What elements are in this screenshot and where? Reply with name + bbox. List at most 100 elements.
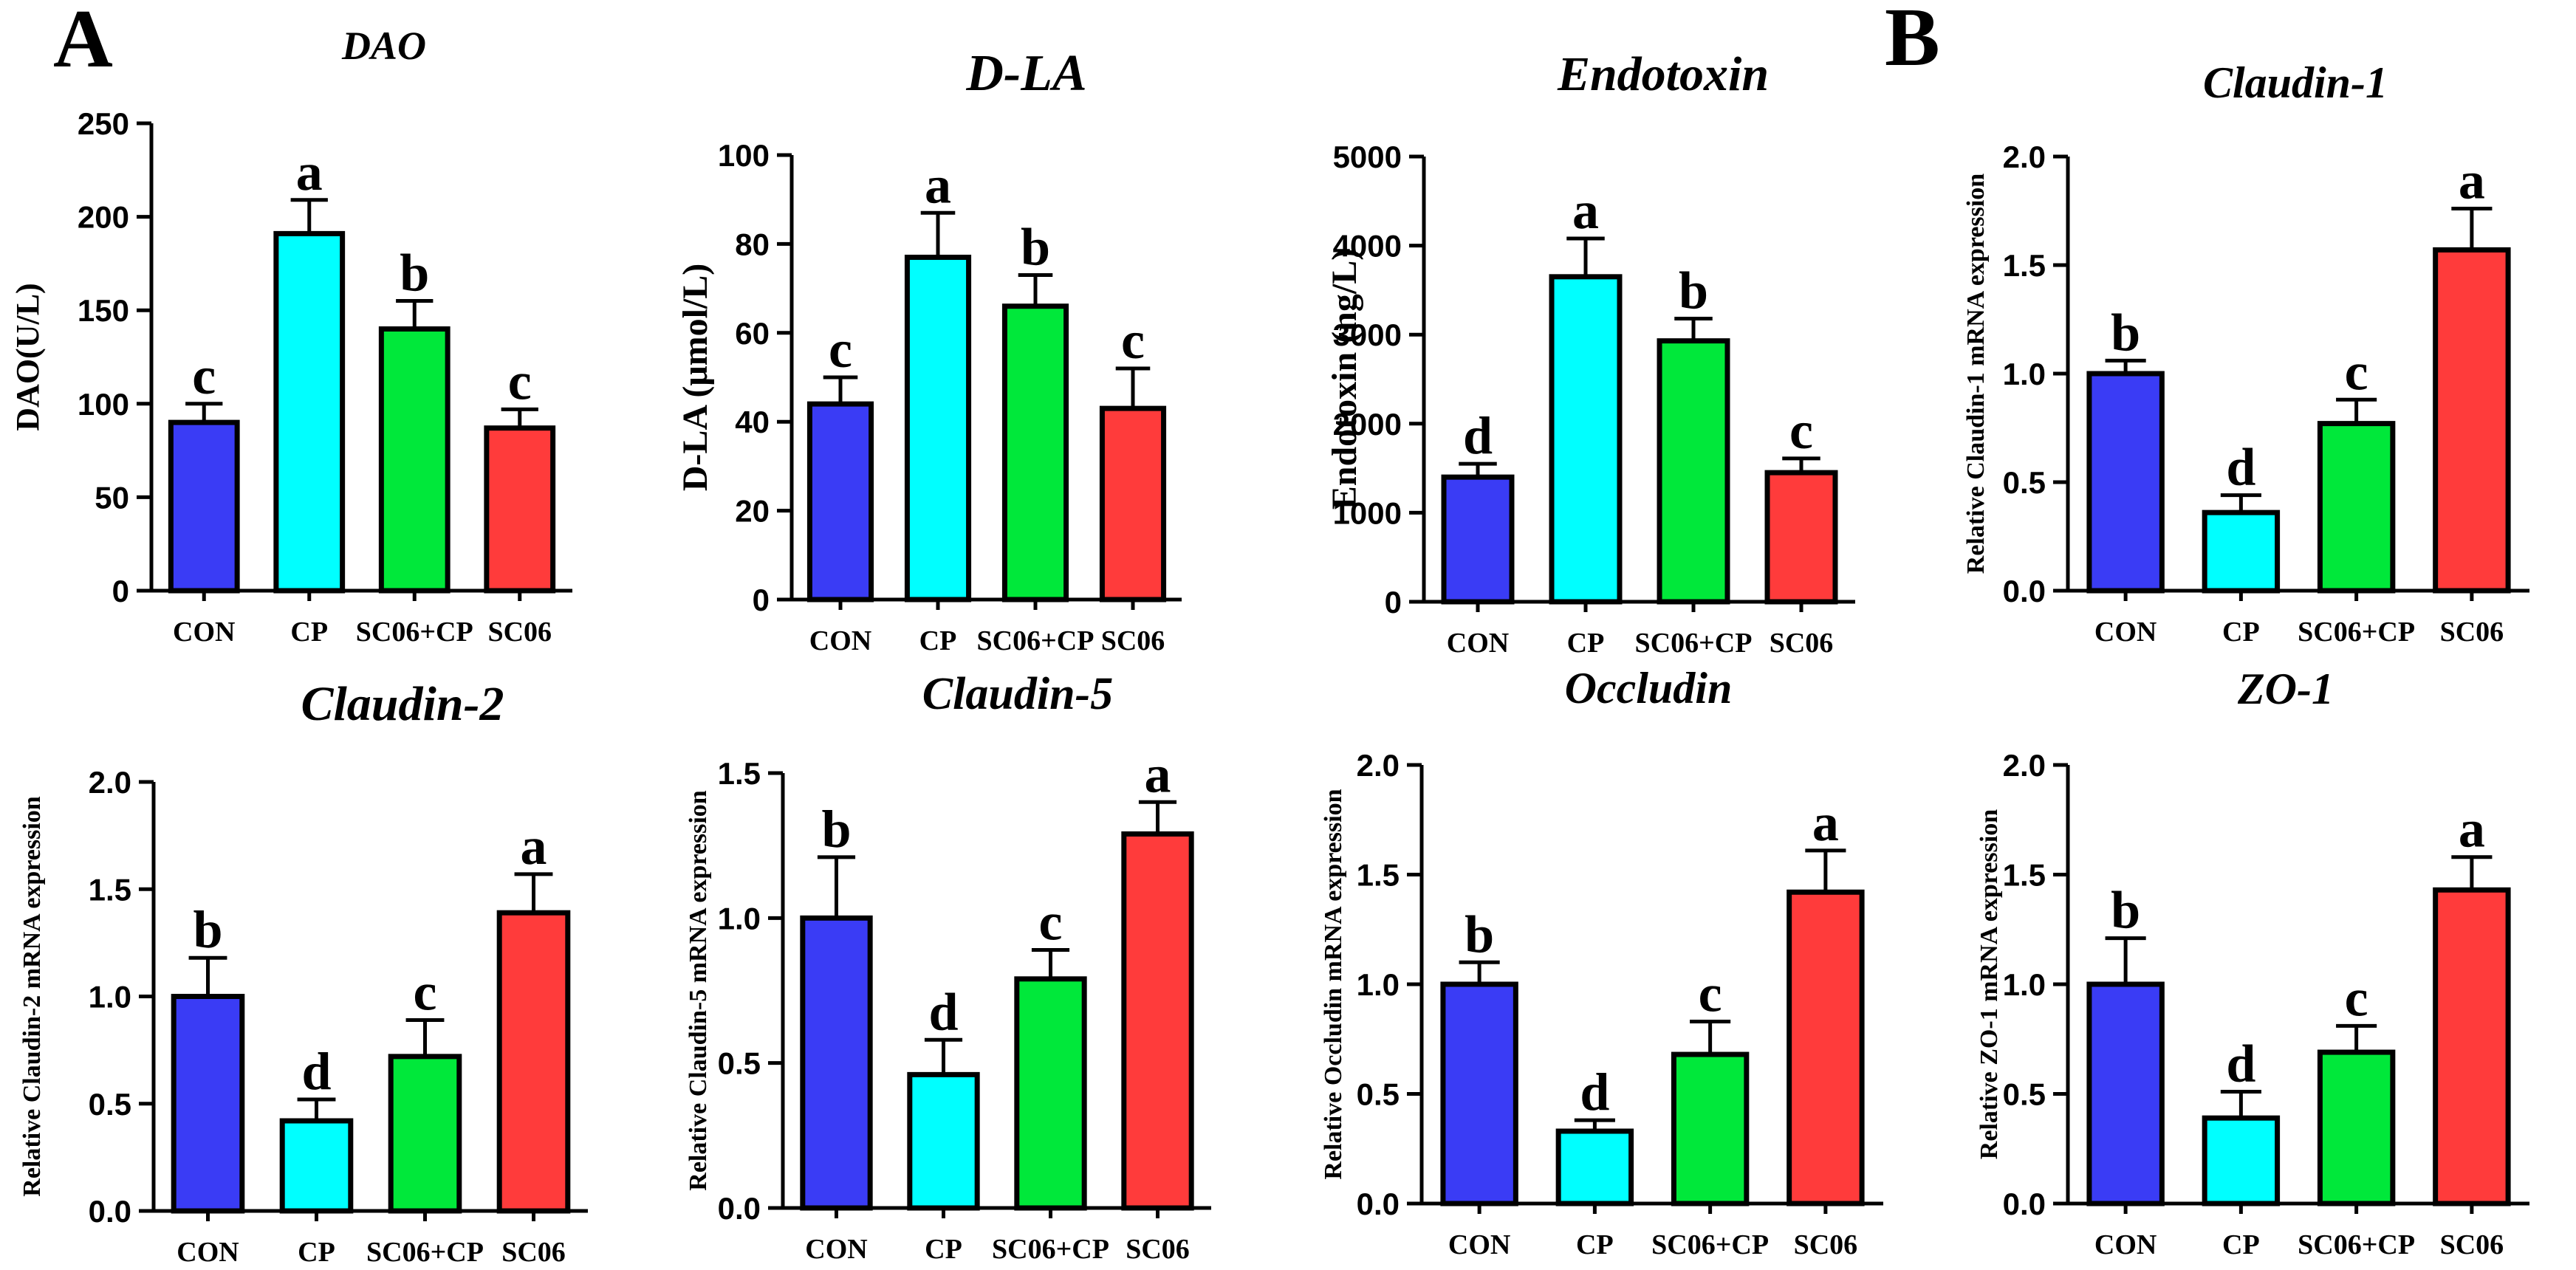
bar-sc06 bbox=[484, 425, 556, 594]
y-axis-label: Relative Claudin-2 mRNA expression bbox=[18, 796, 46, 1197]
y-tick-label: 1.0 bbox=[89, 980, 131, 1015]
y-tick-label: 3000 bbox=[1333, 318, 1402, 352]
significance-letter: a bbox=[296, 143, 323, 202]
bar-sc06 bbox=[1099, 405, 1167, 603]
bar-sc06-cp bbox=[1657, 338, 1730, 605]
y-tick-label: 0 bbox=[753, 583, 770, 617]
y-axis-label: DAO(U/L) bbox=[10, 283, 46, 430]
bar-cp bbox=[2202, 1115, 2281, 1206]
bar-sc06 bbox=[1787, 889, 1865, 1206]
significance-letter: a bbox=[2459, 151, 2485, 210]
x-tick-label: CON bbox=[805, 1234, 867, 1265]
y-tick-label: 0.0 bbox=[2003, 1187, 2046, 1221]
x-tick-label: CP bbox=[919, 625, 957, 656]
y-tick-label: 2.0 bbox=[89, 765, 131, 800]
y-tick-label: 50 bbox=[95, 480, 129, 515]
bar-con bbox=[2086, 981, 2165, 1206]
y-tick-label: 1.5 bbox=[2003, 248, 2046, 283]
bar-sc06-cp bbox=[1001, 303, 1069, 603]
x-tick-label: SC06+CP bbox=[356, 617, 473, 648]
panel-label-a: A bbox=[53, 0, 113, 85]
chart-title: Claudin-1 bbox=[2203, 58, 2388, 107]
x-tick-label: CP bbox=[298, 1237, 335, 1268]
y-axis-label: Relative Claudin-5 mRNA expression bbox=[685, 790, 712, 1191]
y-tick-label: 150 bbox=[78, 293, 129, 328]
y-tick-label: 0.5 bbox=[2003, 1077, 2046, 1112]
chart-endotoxin: Endotoxin Endotoxin (ng/L) d CON a CP b SC06+CP… bbox=[1325, 47, 1855, 659]
bar-sc06-cp bbox=[2317, 421, 2396, 594]
x-tick-label: SC06+CP bbox=[1635, 628, 1753, 659]
bar-con bbox=[800, 915, 873, 1211]
chart-occludin: Occludin Relative Occludin mRNA expressio… bbox=[1320, 664, 1883, 1260]
significance-letter: c bbox=[1789, 401, 1813, 460]
x-tick-label: CON bbox=[809, 625, 871, 656]
y-tick-label: 0.5 bbox=[2003, 465, 2046, 500]
bar-sc06 bbox=[2433, 887, 2511, 1206]
bar-cp bbox=[907, 1071, 980, 1211]
x-tick-label: CP bbox=[2222, 617, 2260, 648]
significance-letter: c bbox=[829, 320, 852, 379]
y-tick-label: 200 bbox=[78, 200, 129, 235]
bar-sc06 bbox=[496, 910, 571, 1214]
significance-letter: a bbox=[521, 817, 547, 876]
y-tick-label: 4000 bbox=[1333, 229, 1402, 264]
chart-title: DAO bbox=[341, 24, 426, 68]
significance-letter: b bbox=[2111, 303, 2140, 362]
bar-cp bbox=[1549, 274, 1623, 605]
x-tick-label: CP bbox=[2222, 1229, 2260, 1260]
y-tick-label: 250 bbox=[78, 106, 129, 141]
chart-claudin-5: Claudin-5 Relative Claudin-5 mRNA express… bbox=[685, 669, 1211, 1265]
y-tick-label: 100 bbox=[78, 387, 129, 422]
y-tick-label: 80 bbox=[735, 227, 770, 261]
y-tick-label: 0.5 bbox=[1357, 1077, 1400, 1112]
bar-sc06-cp bbox=[1671, 1051, 1750, 1206]
bar-sc06-cp bbox=[388, 1054, 462, 1214]
y-tick-label: 40 bbox=[735, 405, 770, 439]
bar-sc06 bbox=[1121, 831, 1194, 1211]
x-tick-label: CON bbox=[1448, 1229, 1510, 1260]
significance-letter: c bbox=[1039, 893, 1063, 952]
significance-letter: c bbox=[1121, 311, 1145, 370]
chart-dao: DAO DAO(U/L) c CON a CP b SC06+CP c SC06 0 50 100 150… bbox=[10, 24, 572, 648]
y-tick-label: 0 bbox=[1385, 585, 1402, 619]
significance-letter: a bbox=[1572, 181, 1599, 240]
chart-zo-1: ZO-1 Relative ZO-1 mRNA expression b CON d CP… bbox=[1976, 665, 2529, 1260]
bar-con bbox=[2086, 371, 2165, 594]
significance-letter: c bbox=[192, 346, 216, 405]
significance-letter: c bbox=[414, 962, 437, 1021]
x-tick-label: SC06+CP bbox=[992, 1234, 1109, 1265]
y-axis-label: D-LA (μmol/L) bbox=[676, 264, 715, 492]
y-tick-label: 2.0 bbox=[2003, 748, 2046, 783]
significance-letter: c bbox=[1699, 964, 1722, 1023]
x-tick-label: SC06+CP bbox=[977, 625, 1095, 656]
x-tick-label: CP bbox=[290, 617, 328, 648]
y-tick-label: 1.0 bbox=[2003, 967, 2046, 1002]
y-tick-label: 5000 bbox=[1333, 140, 1402, 174]
significance-letter: a bbox=[925, 155, 951, 214]
y-tick-label: 1.5 bbox=[89, 872, 131, 907]
chart-title: Claudin-5 bbox=[922, 669, 1113, 719]
panel-label-b: B bbox=[1885, 0, 1940, 83]
bar-con bbox=[171, 994, 245, 1214]
bar-sc06 bbox=[1764, 470, 1838, 605]
y-tick-label: 1.0 bbox=[718, 901, 761, 936]
y-axis-label: Relative ZO-1 mRNA expression bbox=[1976, 809, 2003, 1159]
x-tick-label: SC06+CP bbox=[1651, 1229, 1769, 1260]
x-tick-label: CP bbox=[925, 1234, 962, 1265]
bar-cp bbox=[1555, 1128, 1634, 1206]
y-tick-label: 20 bbox=[735, 494, 770, 529]
significance-letter: b bbox=[1021, 218, 1050, 277]
bar-con bbox=[168, 419, 240, 594]
y-tick-label: 1.0 bbox=[2003, 357, 2046, 391]
significance-letter: a bbox=[1145, 744, 1171, 803]
x-tick-label: CON bbox=[177, 1237, 239, 1268]
x-tick-label: SC06 bbox=[2440, 617, 2504, 648]
y-tick-label: 1.5 bbox=[2003, 858, 2046, 893]
significance-letter: d bbox=[301, 1042, 331, 1101]
y-tick-label: 100 bbox=[718, 138, 770, 173]
x-tick-label: CON bbox=[2094, 1229, 2157, 1260]
y-tick-label: 2000 bbox=[1333, 407, 1402, 442]
y-tick-label: 1.5 bbox=[718, 756, 761, 791]
chart-claudin-2: Claudin-2 Relative Claudin-2 mRNA express… bbox=[18, 677, 588, 1268]
